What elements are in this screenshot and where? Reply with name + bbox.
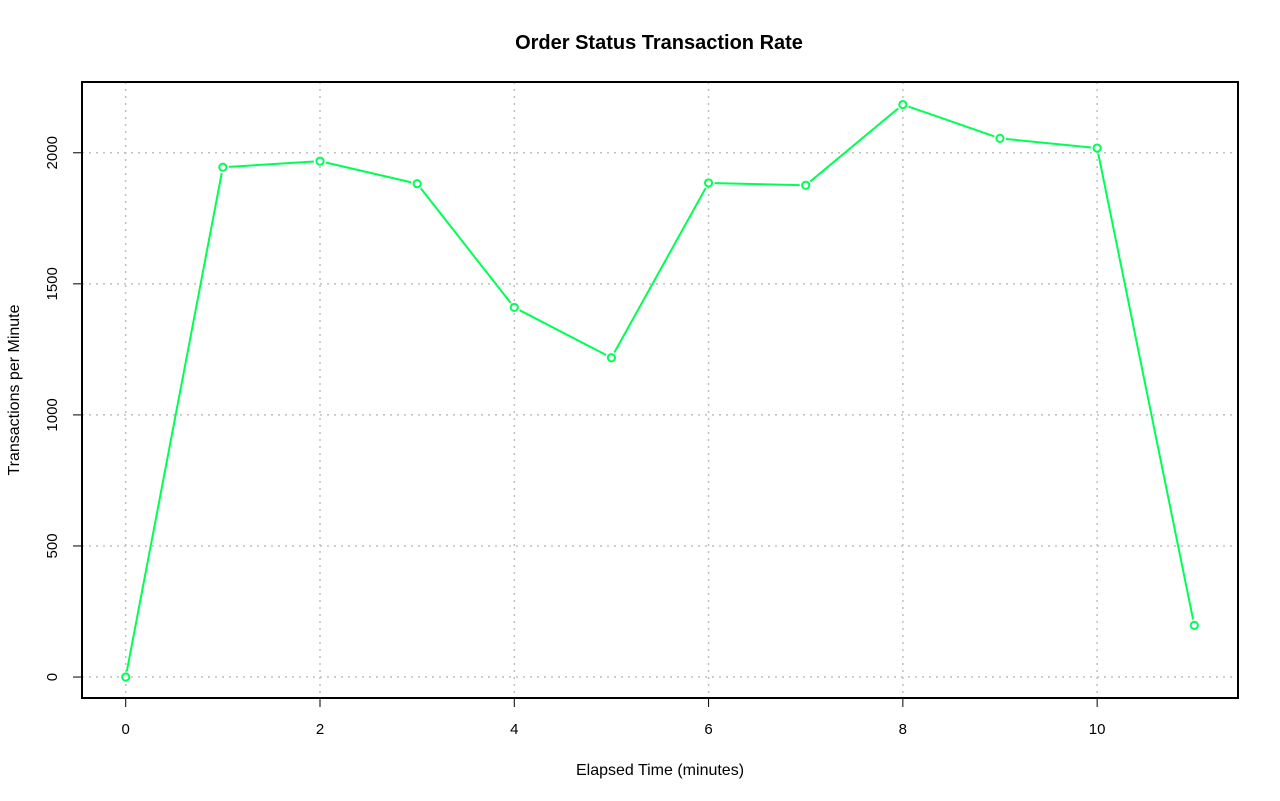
series-line-segment — [519, 309, 607, 356]
grid — [82, 82, 1238, 698]
data-point — [995, 133, 1005, 143]
chart-title: Order Status Transaction Rate — [515, 32, 803, 54]
series-line-segment — [714, 182, 800, 187]
y-tick-label: 2000 — [44, 136, 61, 169]
x-tick-label: 8 — [899, 721, 907, 738]
y-tick-label: 1000 — [44, 398, 61, 431]
data-point — [1092, 143, 1102, 153]
y-axis: 0 500 1000 1500 2000 — [44, 136, 82, 681]
x-tick-label: 10 — [1089, 721, 1106, 738]
data-point — [703, 178, 714, 188]
series-line-segment — [1005, 137, 1092, 149]
series-line-segment — [1097, 153, 1195, 620]
y-tick-label: 500 — [44, 533, 61, 558]
series-line-segment — [325, 161, 412, 184]
series-line-segment — [420, 187, 512, 304]
series-line-segment — [228, 160, 315, 168]
y-tick-label: 1500 — [44, 267, 61, 300]
plot-frame — [81, 81, 1239, 699]
data-point — [315, 156, 325, 166]
data-point — [121, 672, 131, 682]
x-tick-label: 4 — [510, 721, 518, 738]
x-axis-label: Elapsed Time (minutes) — [576, 762, 744, 779]
data-point — [509, 302, 519, 313]
series-line-segment — [809, 107, 899, 183]
data-point — [898, 99, 908, 110]
data-point — [218, 162, 228, 172]
series-line-segment — [908, 105, 995, 138]
x-tick-label: 2 — [316, 721, 324, 738]
series-layer — [121, 99, 1199, 682]
data-point — [606, 353, 617, 363]
series-line-segment — [125, 172, 223, 672]
data-point — [1189, 620, 1199, 630]
data-point — [801, 180, 811, 190]
y-axis-label: Transactions per Minute — [6, 304, 23, 475]
series-line-segment — [613, 187, 707, 353]
x-axis: 0 2 4 6 8 10 — [122, 698, 1106, 738]
x-tick-label: 6 — [704, 721, 712, 738]
data-point — [412, 179, 422, 189]
x-tick-label: 0 — [122, 721, 130, 738]
y-tick-label: 0 — [44, 673, 61, 681]
